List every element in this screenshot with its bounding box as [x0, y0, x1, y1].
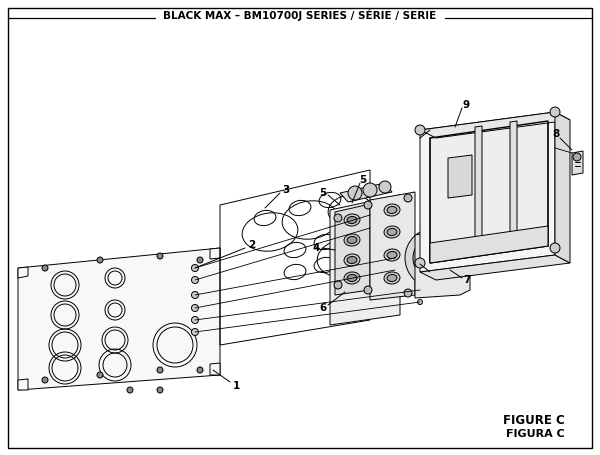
Circle shape	[392, 268, 398, 273]
Polygon shape	[340, 183, 392, 202]
Ellipse shape	[384, 249, 400, 261]
Circle shape	[415, 258, 425, 268]
Polygon shape	[335, 204, 370, 295]
Circle shape	[423, 246, 447, 270]
Circle shape	[379, 181, 391, 193]
Polygon shape	[420, 112, 570, 138]
Polygon shape	[18, 267, 28, 278]
Polygon shape	[420, 112, 555, 272]
Circle shape	[127, 387, 133, 393]
Circle shape	[550, 107, 560, 117]
Circle shape	[191, 304, 199, 312]
Polygon shape	[430, 121, 548, 263]
Circle shape	[334, 214, 342, 222]
Text: 3: 3	[283, 185, 290, 195]
Ellipse shape	[347, 237, 357, 243]
Circle shape	[157, 387, 163, 393]
Text: 9: 9	[463, 100, 470, 110]
Polygon shape	[510, 121, 517, 248]
Circle shape	[550, 243, 560, 253]
Circle shape	[367, 226, 373, 231]
Circle shape	[157, 253, 163, 259]
Circle shape	[404, 194, 412, 202]
Ellipse shape	[384, 204, 400, 216]
Ellipse shape	[344, 254, 360, 266]
Circle shape	[348, 186, 362, 200]
Circle shape	[367, 212, 373, 217]
Text: BLACK MAX – BM10700J SERIES / SÉRIE / SERIE: BLACK MAX – BM10700J SERIES / SÉRIE / SE…	[163, 9, 437, 21]
Ellipse shape	[347, 217, 357, 223]
Circle shape	[418, 299, 422, 304]
Polygon shape	[18, 248, 220, 390]
Text: 5: 5	[359, 175, 367, 185]
Text: 2: 2	[248, 240, 256, 250]
Polygon shape	[370, 192, 415, 300]
Polygon shape	[555, 112, 570, 263]
Ellipse shape	[347, 257, 357, 263]
Circle shape	[405, 228, 465, 288]
Circle shape	[418, 288, 422, 293]
Circle shape	[191, 292, 199, 298]
Polygon shape	[448, 155, 472, 198]
Circle shape	[191, 277, 199, 283]
Text: FIGURA C: FIGURA C	[506, 429, 565, 439]
Ellipse shape	[347, 274, 357, 282]
Polygon shape	[18, 379, 28, 390]
Circle shape	[97, 257, 103, 263]
Circle shape	[413, 236, 457, 280]
Ellipse shape	[384, 272, 400, 284]
Circle shape	[197, 257, 203, 263]
Circle shape	[404, 289, 412, 297]
Ellipse shape	[344, 272, 360, 284]
Ellipse shape	[387, 252, 397, 258]
Circle shape	[429, 252, 441, 264]
Text: 7: 7	[463, 275, 470, 285]
Text: 6: 6	[319, 303, 326, 313]
Polygon shape	[210, 363, 220, 375]
Ellipse shape	[384, 226, 400, 238]
Polygon shape	[415, 228, 470, 298]
Circle shape	[191, 329, 199, 335]
Text: 1: 1	[232, 381, 239, 391]
Circle shape	[363, 183, 377, 197]
Ellipse shape	[387, 274, 397, 282]
Polygon shape	[330, 195, 400, 325]
Polygon shape	[475, 126, 482, 251]
Text: 8: 8	[553, 129, 560, 139]
Circle shape	[415, 125, 425, 135]
Circle shape	[42, 377, 48, 383]
Polygon shape	[210, 248, 220, 259]
Circle shape	[197, 367, 203, 373]
Circle shape	[573, 153, 581, 161]
Circle shape	[191, 317, 199, 324]
Ellipse shape	[344, 214, 360, 226]
Text: 5: 5	[319, 188, 326, 198]
Circle shape	[364, 286, 372, 294]
Polygon shape	[572, 151, 583, 175]
Polygon shape	[420, 255, 570, 280]
Circle shape	[157, 367, 163, 373]
Circle shape	[191, 264, 199, 272]
Circle shape	[334, 281, 342, 289]
Circle shape	[97, 372, 103, 378]
Text: 4: 4	[313, 243, 320, 253]
Ellipse shape	[387, 228, 397, 236]
Ellipse shape	[387, 207, 397, 213]
Text: FIGURE C: FIGURE C	[503, 414, 565, 426]
Circle shape	[364, 201, 372, 209]
Circle shape	[392, 256, 398, 261]
Ellipse shape	[344, 234, 360, 246]
Polygon shape	[430, 226, 548, 263]
Circle shape	[42, 265, 48, 271]
